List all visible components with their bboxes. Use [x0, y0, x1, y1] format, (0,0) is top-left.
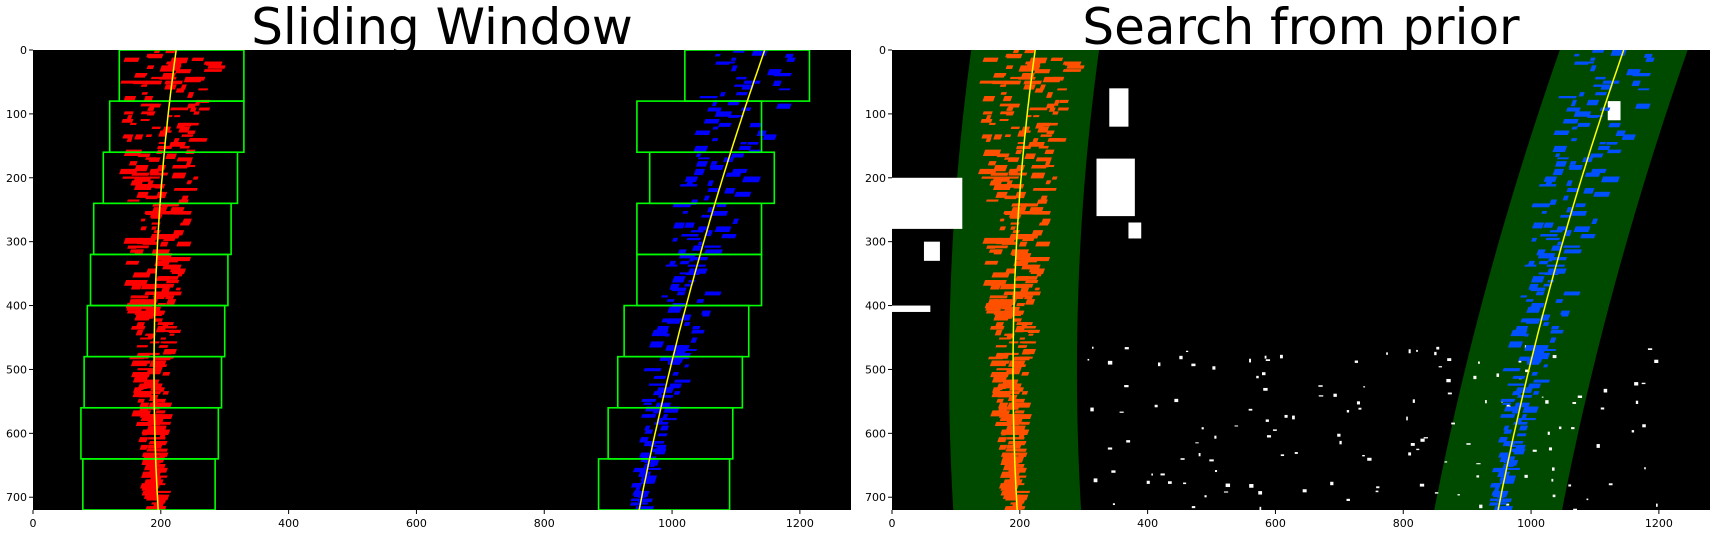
y-tick-label: 0 [879, 44, 886, 57]
y-tick-label: 100 [865, 108, 886, 121]
y-tick-label: 300 [865, 236, 886, 249]
left-fit-curve [153, 50, 177, 510]
y-tick-label: 700 [865, 491, 886, 504]
right-search-band [1434, 50, 1688, 510]
y-tick-label: 100 [6, 108, 27, 121]
x-tick-label: 600 [1265, 517, 1286, 530]
x-tick-label: 800 [1393, 517, 1414, 530]
y-tick-label: 400 [6, 300, 27, 313]
panel-title-sliding-window: Sliding Window [251, 0, 633, 56]
y-tick-label: 500 [6, 363, 27, 376]
white-patch [892, 177, 963, 229]
x-tick-label: 1000 [658, 517, 686, 530]
white-patch [1607, 101, 1621, 121]
x-tick-label: 400 [278, 517, 299, 530]
left-lane-pixels [119, 50, 226, 510]
x-tick-label: 400 [1137, 517, 1158, 530]
noise-pixels [892, 88, 1659, 510]
white-patch [1096, 158, 1135, 217]
white-patch [923, 241, 940, 261]
x-tick-label: 1200 [1645, 517, 1673, 530]
x-tick-label: 600 [406, 517, 427, 530]
panel-title-search-from-prior: Search from prior [1082, 0, 1520, 56]
white-patch [1109, 88, 1129, 127]
x-tick-label: 1000 [1517, 517, 1545, 530]
y-tick-label: 600 [865, 427, 886, 440]
y-tick-label: 400 [865, 300, 886, 313]
y-tick-label: 700 [6, 491, 27, 504]
x-tick-label: 800 [534, 517, 555, 530]
panel-search-from-prior: 0 200 400 600 800 1000 1200 0 100 200 300 400 500 600… [865, 44, 1710, 530]
white-patch [892, 305, 931, 312]
y-tick-label: 300 [6, 236, 27, 249]
y-tick-label: 500 [865, 363, 886, 376]
right-windows [597, 50, 811, 510]
x-tick-label: 1200 [786, 517, 814, 530]
right-fit-curve [1497, 50, 1625, 510]
x-tick-label: 200 [1009, 517, 1030, 530]
x-tick-label: 0 [889, 517, 896, 530]
white-patch [1128, 222, 1142, 239]
y-tick-label: 200 [6, 172, 27, 185]
x-tick-label: 200 [150, 517, 171, 530]
left-fit-curve [1012, 50, 1036, 510]
right-lane-pixels [629, 50, 796, 510]
y-tick-label: 0 [20, 44, 27, 57]
search-window [82, 458, 216, 510]
panel-sliding-window: 0 200 400 600 800 1000 1200 0 100 200 300 400 500 600… [6, 44, 851, 530]
left-windows [80, 50, 245, 510]
y-tick-label: 600 [6, 427, 27, 440]
right-fit-curve [638, 50, 766, 510]
x-tick-label: 0 [30, 517, 37, 530]
search-window [597, 458, 731, 510]
y-tick-label: 200 [865, 172, 886, 185]
